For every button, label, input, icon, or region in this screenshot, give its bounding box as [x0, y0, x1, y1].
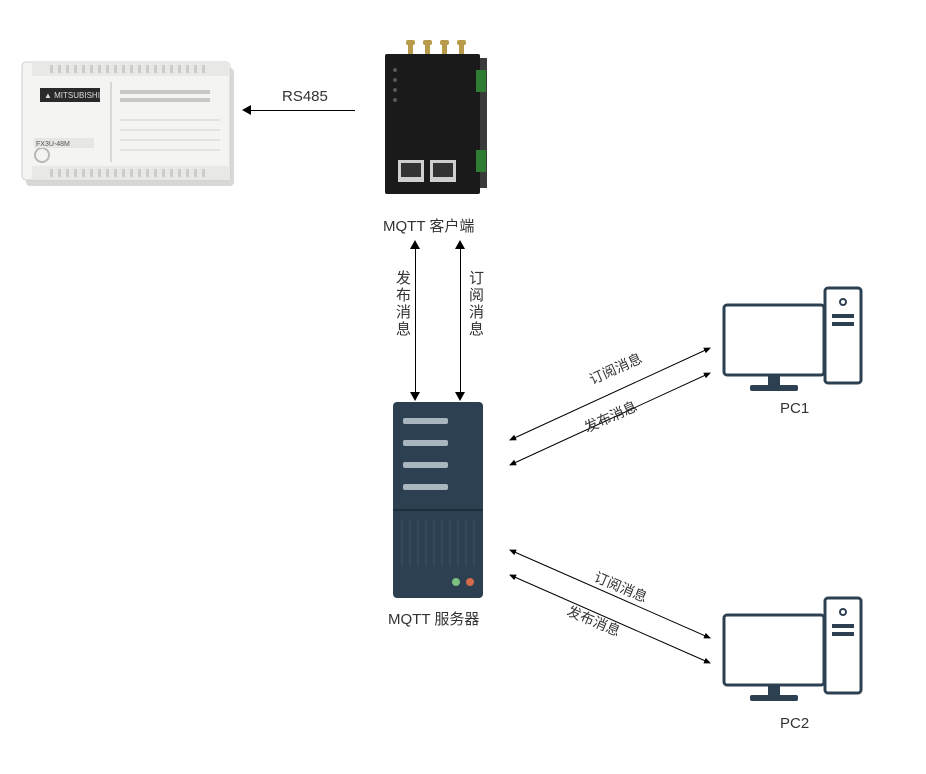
rs485-arrow-line — [250, 110, 355, 111]
publish-arrow-line — [415, 248, 416, 393]
pc1-svg — [720, 280, 870, 400]
gateway-device — [370, 40, 510, 210]
server-pc2-arrows — [495, 530, 725, 690]
svg-text:FX3U-48M: FX3U-48M — [36, 141, 70, 148]
mqtt-client-label: MQTT 客户端 — [383, 215, 474, 236]
publish-arrow-up — [410, 240, 420, 249]
plc-svg: ▲ MITSUBISHI FX3U-48M — [20, 60, 240, 190]
plc-device: ▲ MITSUBISHI FX3U-48M — [20, 60, 240, 190]
subscribe-label-vert: 订阅消息 — [465, 270, 486, 338]
server-svg — [388, 400, 488, 600]
pc1-label: PC1 — [780, 400, 809, 417]
publish-label-vert: 发布消息 — [392, 270, 413, 338]
subscribe-arrow-up — [455, 240, 465, 249]
subscribe-arrow-line — [460, 248, 461, 393]
svg-text:▲ MITSUBISHI: ▲ MITSUBISHI — [44, 91, 100, 100]
pc2 — [720, 590, 870, 710]
mqtt-server-label: MQTT 服务器 — [388, 608, 479, 629]
rs485-arrow-head — [242, 105, 251, 115]
pc1 — [720, 280, 870, 400]
gateway-svg — [370, 40, 510, 210]
rs485-label: RS485 — [282, 88, 328, 105]
mqtt-server — [388, 400, 488, 600]
server-pc1-arrows — [495, 320, 725, 480]
pc2-label: PC2 — [780, 715, 809, 732]
pc2-svg — [720, 590, 870, 710]
